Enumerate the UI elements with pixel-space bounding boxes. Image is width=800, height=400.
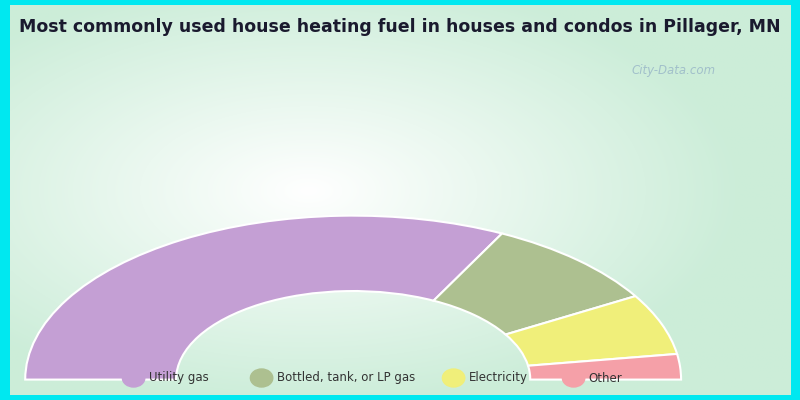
Wedge shape [26,216,502,380]
Text: Bottled, tank, or LP gas: Bottled, tank, or LP gas [277,372,415,384]
Wedge shape [506,296,677,366]
Text: City-Data.com: City-Data.com [632,64,716,77]
Text: Other: Other [589,372,622,384]
Wedge shape [528,354,681,380]
Text: Most commonly used house heating fuel in houses and condos in Pillager, MN: Most commonly used house heating fuel in… [19,18,781,36]
Wedge shape [434,234,635,334]
Text: Utility gas: Utility gas [149,372,209,384]
Text: Electricity: Electricity [469,372,528,384]
